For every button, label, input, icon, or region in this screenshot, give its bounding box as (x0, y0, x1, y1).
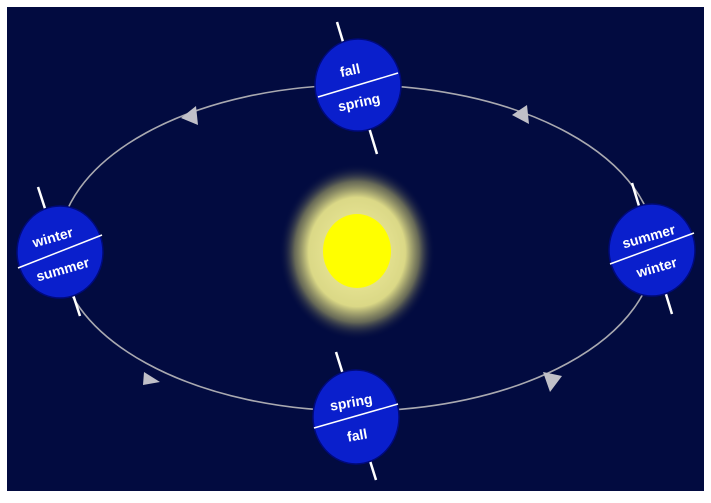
earth-north-label: spring (329, 390, 374, 413)
orbit-arrow-top-left (181, 106, 198, 125)
sun-core (323, 214, 391, 288)
sun (279, 164, 435, 340)
earth-globe (312, 369, 400, 465)
earth-globe (608, 203, 696, 297)
equator-line (17, 234, 103, 269)
earth-north-label: fall (338, 60, 361, 80)
orbit-arrow-bottom-right (543, 372, 562, 392)
earth-south-label: fall (346, 425, 369, 444)
earth-top: fall spring (314, 21, 402, 155)
earth-left: winter summer (16, 186, 104, 317)
equator-line (609, 232, 695, 265)
equator-line (317, 72, 399, 98)
orbit-arrow-bottom-left (143, 372, 160, 385)
equator-line (313, 403, 399, 429)
earth-right: summer winter (608, 182, 696, 315)
earth-bottom: spring fall (312, 351, 400, 481)
orbit-arrow-top-right (512, 105, 529, 124)
